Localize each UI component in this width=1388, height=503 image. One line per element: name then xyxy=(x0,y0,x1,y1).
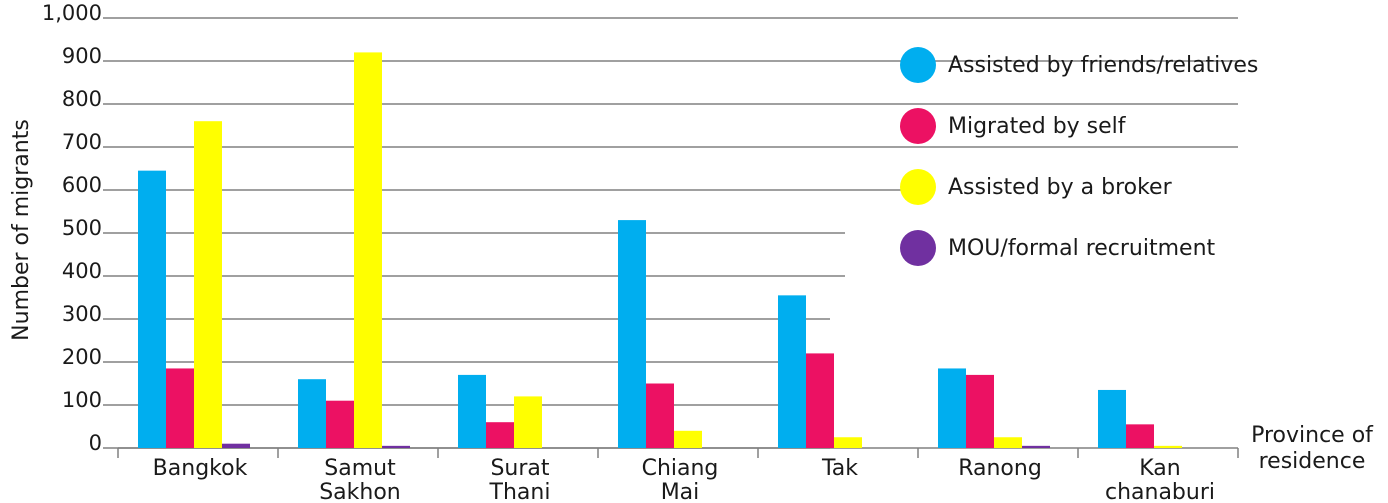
y-tick-label: 900 xyxy=(62,44,102,68)
category-label: Samut Sakhon xyxy=(319,456,401,503)
bar xyxy=(326,400,354,448)
bar xyxy=(458,374,486,448)
legend-label: Assisted by friends/relatives xyxy=(948,53,1258,78)
y-tick-labels: 0 100 200 300 400 500 600 700 800 900 1,000 xyxy=(42,1,102,455)
y-tick-label: 800 xyxy=(62,87,102,111)
category-label: Chiang Mai xyxy=(642,456,719,503)
legend-swatch xyxy=(900,230,936,266)
bar xyxy=(674,430,702,448)
bar xyxy=(138,170,166,448)
bar xyxy=(646,383,674,448)
bar xyxy=(1154,445,1182,448)
bar xyxy=(514,396,542,448)
y-tick-label: 300 xyxy=(62,302,102,326)
y-tick-label: 600 xyxy=(62,173,102,197)
y-tick-label: 1,000 xyxy=(42,1,102,25)
legend-label: Assisted by a broker xyxy=(948,175,1173,200)
category-label: Ranong xyxy=(958,456,1042,481)
bar xyxy=(298,379,326,448)
bar xyxy=(1022,445,1050,448)
bar xyxy=(966,374,994,448)
category-label: Surat Thani xyxy=(489,456,551,503)
gridlines xyxy=(103,17,1239,458)
bar xyxy=(1098,389,1126,448)
bar xyxy=(778,295,806,448)
y-axis-title: Number of migrants xyxy=(9,119,34,341)
bar xyxy=(194,121,222,448)
legend-swatch xyxy=(900,108,936,144)
y-tick-label: 100 xyxy=(62,388,102,412)
bar xyxy=(806,353,834,448)
category-labels: Bangkok Samut Sakhon Surat Thani Chiang Mai Tak… xyxy=(153,456,1215,503)
bars xyxy=(138,52,1182,449)
bar xyxy=(938,368,966,448)
bar xyxy=(486,422,514,448)
y-tick-label: 400 xyxy=(62,259,102,283)
bar xyxy=(382,445,410,448)
bar xyxy=(1126,424,1154,448)
legend-label: Migrated by self xyxy=(948,114,1127,139)
legend: Assisted by friends/relatives Migrated by… xyxy=(900,47,1258,266)
bar xyxy=(354,52,382,449)
category-label: Kan chanaburi xyxy=(1105,456,1215,503)
gridline-gap xyxy=(912,316,1174,322)
category-label: Tak xyxy=(821,456,858,481)
bar xyxy=(166,368,194,448)
category-label: Bangkok xyxy=(153,456,248,481)
y-tick-label: 200 xyxy=(62,345,102,369)
legend-swatch xyxy=(900,169,936,205)
y-tick-label: 500 xyxy=(62,216,102,240)
x-axis-title: Province of residence xyxy=(1251,423,1374,474)
bar xyxy=(994,437,1022,448)
bar xyxy=(618,220,646,448)
bar xyxy=(834,437,862,448)
bar xyxy=(222,443,250,448)
legend-label: MOU/formal recruitment xyxy=(948,236,1216,261)
legend-swatch xyxy=(900,47,936,83)
y-tick-label: 700 xyxy=(62,130,102,154)
y-tick-label: 0 xyxy=(89,431,102,455)
